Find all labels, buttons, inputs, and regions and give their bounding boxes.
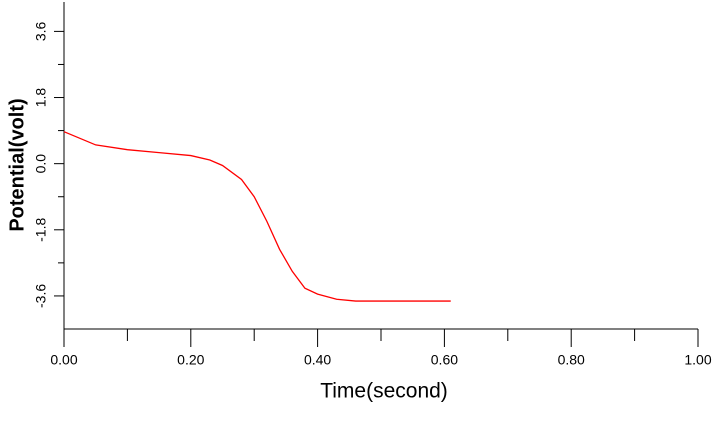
- y-tick-label: -1.8: [33, 218, 49, 242]
- x-axis-label: Time(second): [320, 380, 448, 403]
- x-tick-label: 0.00: [50, 352, 77, 368]
- y-axis-label: Potential(volt): [6, 98, 28, 231]
- y-tick-label: 0.0: [33, 154, 49, 174]
- y-tick-label: 1.8: [33, 88, 49, 108]
- x-tick-label: 0.20: [177, 352, 204, 368]
- line: [63, 131, 451, 302]
- y-tick-label: 3.6: [33, 21, 49, 41]
- x-tick-label: 0.80: [558, 352, 585, 368]
- y-tick-label: -3.6: [33, 284, 49, 308]
- x-tick-label: 0.40: [304, 352, 331, 368]
- x-tick-label: 1.00: [684, 352, 711, 368]
- x-tick-label: 0.60: [431, 352, 458, 368]
